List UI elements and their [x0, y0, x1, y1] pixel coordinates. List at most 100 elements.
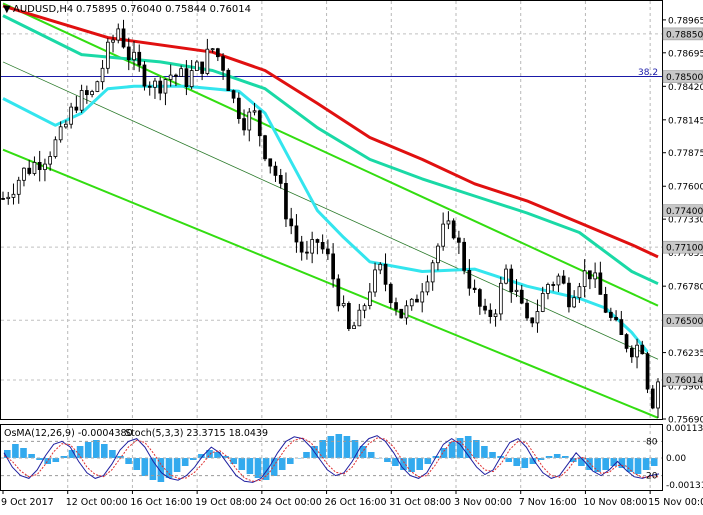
price-tag	[662, 314, 703, 327]
candle-bear	[263, 135, 267, 160]
osma-bar	[319, 440, 326, 458]
osma-bar	[464, 436, 472, 458]
osma-bar	[44, 458, 51, 464]
ma-line-red	[2, 4, 659, 259]
candle-bear	[462, 241, 467, 271]
price-tick-label: 0.76235	[668, 349, 703, 359]
candle-bull	[163, 79, 168, 94]
indicator-axis: 0.001132 0.00 -0.00131 80 20	[646, 424, 703, 491]
candle-bull	[43, 163, 47, 171]
candle-bull	[252, 110, 257, 113]
osma-bar	[76, 446, 84, 458]
price-tag	[662, 204, 703, 217]
candle-bull	[373, 269, 377, 293]
osma-bar	[626, 458, 634, 472]
candle-bull	[593, 272, 598, 280]
candle-bear	[331, 253, 336, 280]
candle-bull	[64, 123, 68, 128]
time-tick-label: 10 Nov 08:00	[583, 497, 647, 508]
candle-bull	[247, 111, 252, 131]
candle-bear	[158, 80, 163, 94]
osma-bar	[84, 442, 92, 458]
price-tick-label: 0.78420	[668, 83, 703, 93]
osma-bar	[117, 456, 124, 458]
candle-bear	[467, 269, 472, 289]
candle-bull	[179, 68, 183, 77]
price-tag-label: 0.78500	[666, 73, 703, 83]
candle-bull	[111, 39, 115, 43]
candle-bear	[121, 28, 126, 48]
osma-bar	[4, 450, 11, 458]
osma-bar	[295, 458, 302, 459]
candle-bull	[116, 28, 121, 41]
candle-bear	[221, 56, 225, 71]
osma-bar	[157, 458, 165, 482]
time-tick-label: 31 Oct 08:00	[389, 497, 451, 508]
candle-bear	[567, 282, 571, 308]
candle-bull	[572, 297, 577, 308]
osma-histogram	[4, 434, 658, 482]
candle-bull	[100, 67, 105, 83]
candle-bull	[210, 48, 215, 51]
osma-bar	[618, 458, 626, 468]
price-tags: 0.78850 0.78500 0.77400 0.77100 0.76500 0.760…	[662, 27, 703, 386]
osma-bar	[553, 454, 561, 458]
candle-bear	[483, 305, 487, 311]
price-tag	[662, 373, 703, 386]
candle-bull	[205, 48, 210, 74]
channel-mid-line	[2, 61, 659, 360]
osma-bar	[287, 458, 294, 464]
time-axis: 9 Oct 2017 12 Oct 00:00 16 Oct 16:00 19 Oct…	[1, 490, 703, 508]
price-tag-label: 0.77100	[666, 244, 703, 254]
candle-bull	[409, 298, 414, 307]
price-tick-label: 0.77875	[668, 149, 703, 159]
candle-bear	[236, 97, 241, 119]
osma-bar	[367, 452, 375, 458]
candle-bull	[168, 74, 173, 80]
candle-bear	[273, 165, 278, 176]
symbol-label: AUDUSD,H4	[13, 4, 73, 15]
candle-bear	[614, 316, 618, 320]
candle-bear	[388, 283, 393, 303]
time-tick-label: 7 Nov 16:00	[519, 497, 577, 508]
candle-bull	[53, 139, 58, 157]
candle-bull	[367, 291, 372, 307]
osma-bar	[400, 458, 407, 470]
candle-bull	[546, 284, 550, 294]
candle-bear	[1, 197, 5, 200]
osma-bar	[133, 458, 140, 470]
candle-bear	[525, 302, 529, 319]
candle-bear	[650, 388, 655, 409]
candle-bear	[561, 275, 566, 284]
osma-bar	[335, 434, 343, 458]
candle-bull	[79, 90, 84, 111]
candle-bear	[174, 74, 178, 77]
osma-bar	[222, 456, 229, 458]
osma-axis-label: 0.001132	[666, 424, 703, 434]
candle-bull	[32, 161, 37, 174]
osma-bar	[343, 436, 351, 458]
price-tick-label: 0.78145	[668, 116, 703, 126]
price-tick-label: 0.77055	[668, 249, 703, 259]
osma-bar	[602, 458, 609, 470]
price-tag	[662, 70, 703, 83]
osma-bar	[634, 458, 642, 474]
candle-bull	[153, 80, 157, 88]
osma-bar	[230, 458, 237, 464]
candle-bear	[598, 272, 603, 295]
osma-bar	[254, 458, 262, 478]
candle-bear	[624, 334, 629, 349]
trend-channel	[2, 2, 659, 419]
osma-bar	[198, 454, 205, 458]
time-tick-label: 24 Oct 00:00	[260, 497, 322, 508]
candle-bull	[404, 305, 409, 319]
price-tick-label: 0.75960	[668, 383, 703, 393]
candle-bull	[58, 126, 63, 141]
osma-bar	[537, 458, 545, 460]
osma-bar	[456, 438, 464, 458]
candle-bull	[6, 196, 11, 200]
time-tick-label: 12 Oct 00:00	[66, 497, 128, 508]
candle-bear	[284, 182, 288, 220]
